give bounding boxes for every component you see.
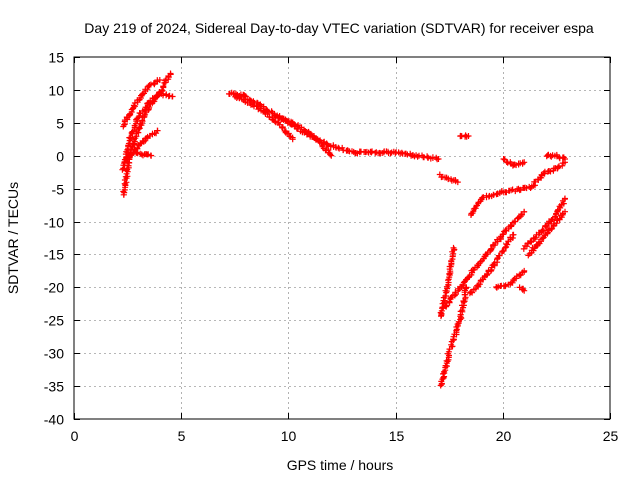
series-daytime-band [226, 89, 442, 163]
data-marks [516, 284, 528, 294]
y-tick-label: -35 [44, 379, 64, 395]
data-marks [120, 77, 163, 130]
data-marks [436, 171, 461, 186]
y-tick-label: -10 [44, 215, 64, 231]
series-evening-seg-d [500, 156, 528, 169]
tick-labels: 0 5 10 15 20 25 15 10 5 0 -5 -10 -15 -20 -25 -30 -35 -40 [44, 50, 619, 445]
plot-frame [73, 56, 611, 420]
data-marks [531, 159, 568, 185]
y-tick-label: -5 [52, 182, 65, 198]
data-marks [457, 132, 472, 140]
series-night-arc-f [516, 284, 528, 294]
y-tick-label: -40 [44, 412, 64, 428]
x-tick-label: 10 [281, 428, 297, 444]
data-marks [543, 151, 568, 162]
data-marks [442, 208, 528, 310]
x-tick-label: 5 [178, 428, 186, 444]
y-tick-label: 10 [48, 83, 64, 99]
data-marks [437, 244, 458, 320]
x-tick-label: 25 [603, 428, 619, 444]
series-evening-seg-b [457, 132, 472, 140]
chart-title: Day 219 of 2024, Sidereal Day-to-day VTE… [84, 20, 594, 36]
data-marks [122, 148, 155, 163]
y-tick-label: -15 [44, 247, 64, 263]
axis-ticks [74, 57, 611, 420]
data-marks [232, 93, 296, 143]
data-marks [437, 284, 470, 389]
series-evening-seg-e [531, 159, 568, 185]
series-early-arc-bottom [122, 148, 155, 163]
data-marks [274, 112, 335, 159]
series-night-arc-d [520, 195, 568, 252]
series-night-arc-c [493, 267, 528, 291]
data-marks [500, 156, 528, 169]
series-daytime-band-lower [232, 93, 296, 143]
data-points [119, 70, 568, 389]
data-marks [226, 89, 442, 163]
x-tick-label: 0 [71, 428, 79, 444]
data-marks [466, 231, 517, 297]
series-evening-seg-f [543, 151, 568, 162]
x-axis-label: GPS time / hours [287, 457, 394, 473]
series-night-arc-a [442, 208, 528, 310]
series-night-arc-b [466, 231, 517, 297]
x-tick-label: 15 [389, 428, 405, 444]
y-tick-label: -30 [44, 346, 64, 362]
data-marks [468, 182, 538, 218]
grid [74, 57, 610, 419]
series-evening-seg-c [468, 182, 538, 218]
data-marks [525, 208, 568, 259]
series-night-steep-short [437, 244, 458, 320]
data-marks [493, 267, 528, 291]
x-tick-label: 20 [496, 428, 512, 444]
series-evening-seg-a [436, 171, 461, 186]
series-night-arc-e [525, 208, 568, 259]
y-tick-label: -25 [44, 313, 64, 329]
y-axis-label: SDTVAR / TECUs [5, 182, 21, 294]
y-tick-label: -20 [44, 280, 64, 296]
y-tick-label: 5 [56, 116, 64, 132]
y-tick-label: 0 [56, 149, 64, 165]
data-marks [520, 195, 568, 252]
y-tick-label: 15 [48, 50, 64, 66]
series-daytime-band-mid [274, 112, 335, 159]
series-early-arc-upper [120, 77, 163, 130]
series-night-steep-long [437, 284, 470, 389]
